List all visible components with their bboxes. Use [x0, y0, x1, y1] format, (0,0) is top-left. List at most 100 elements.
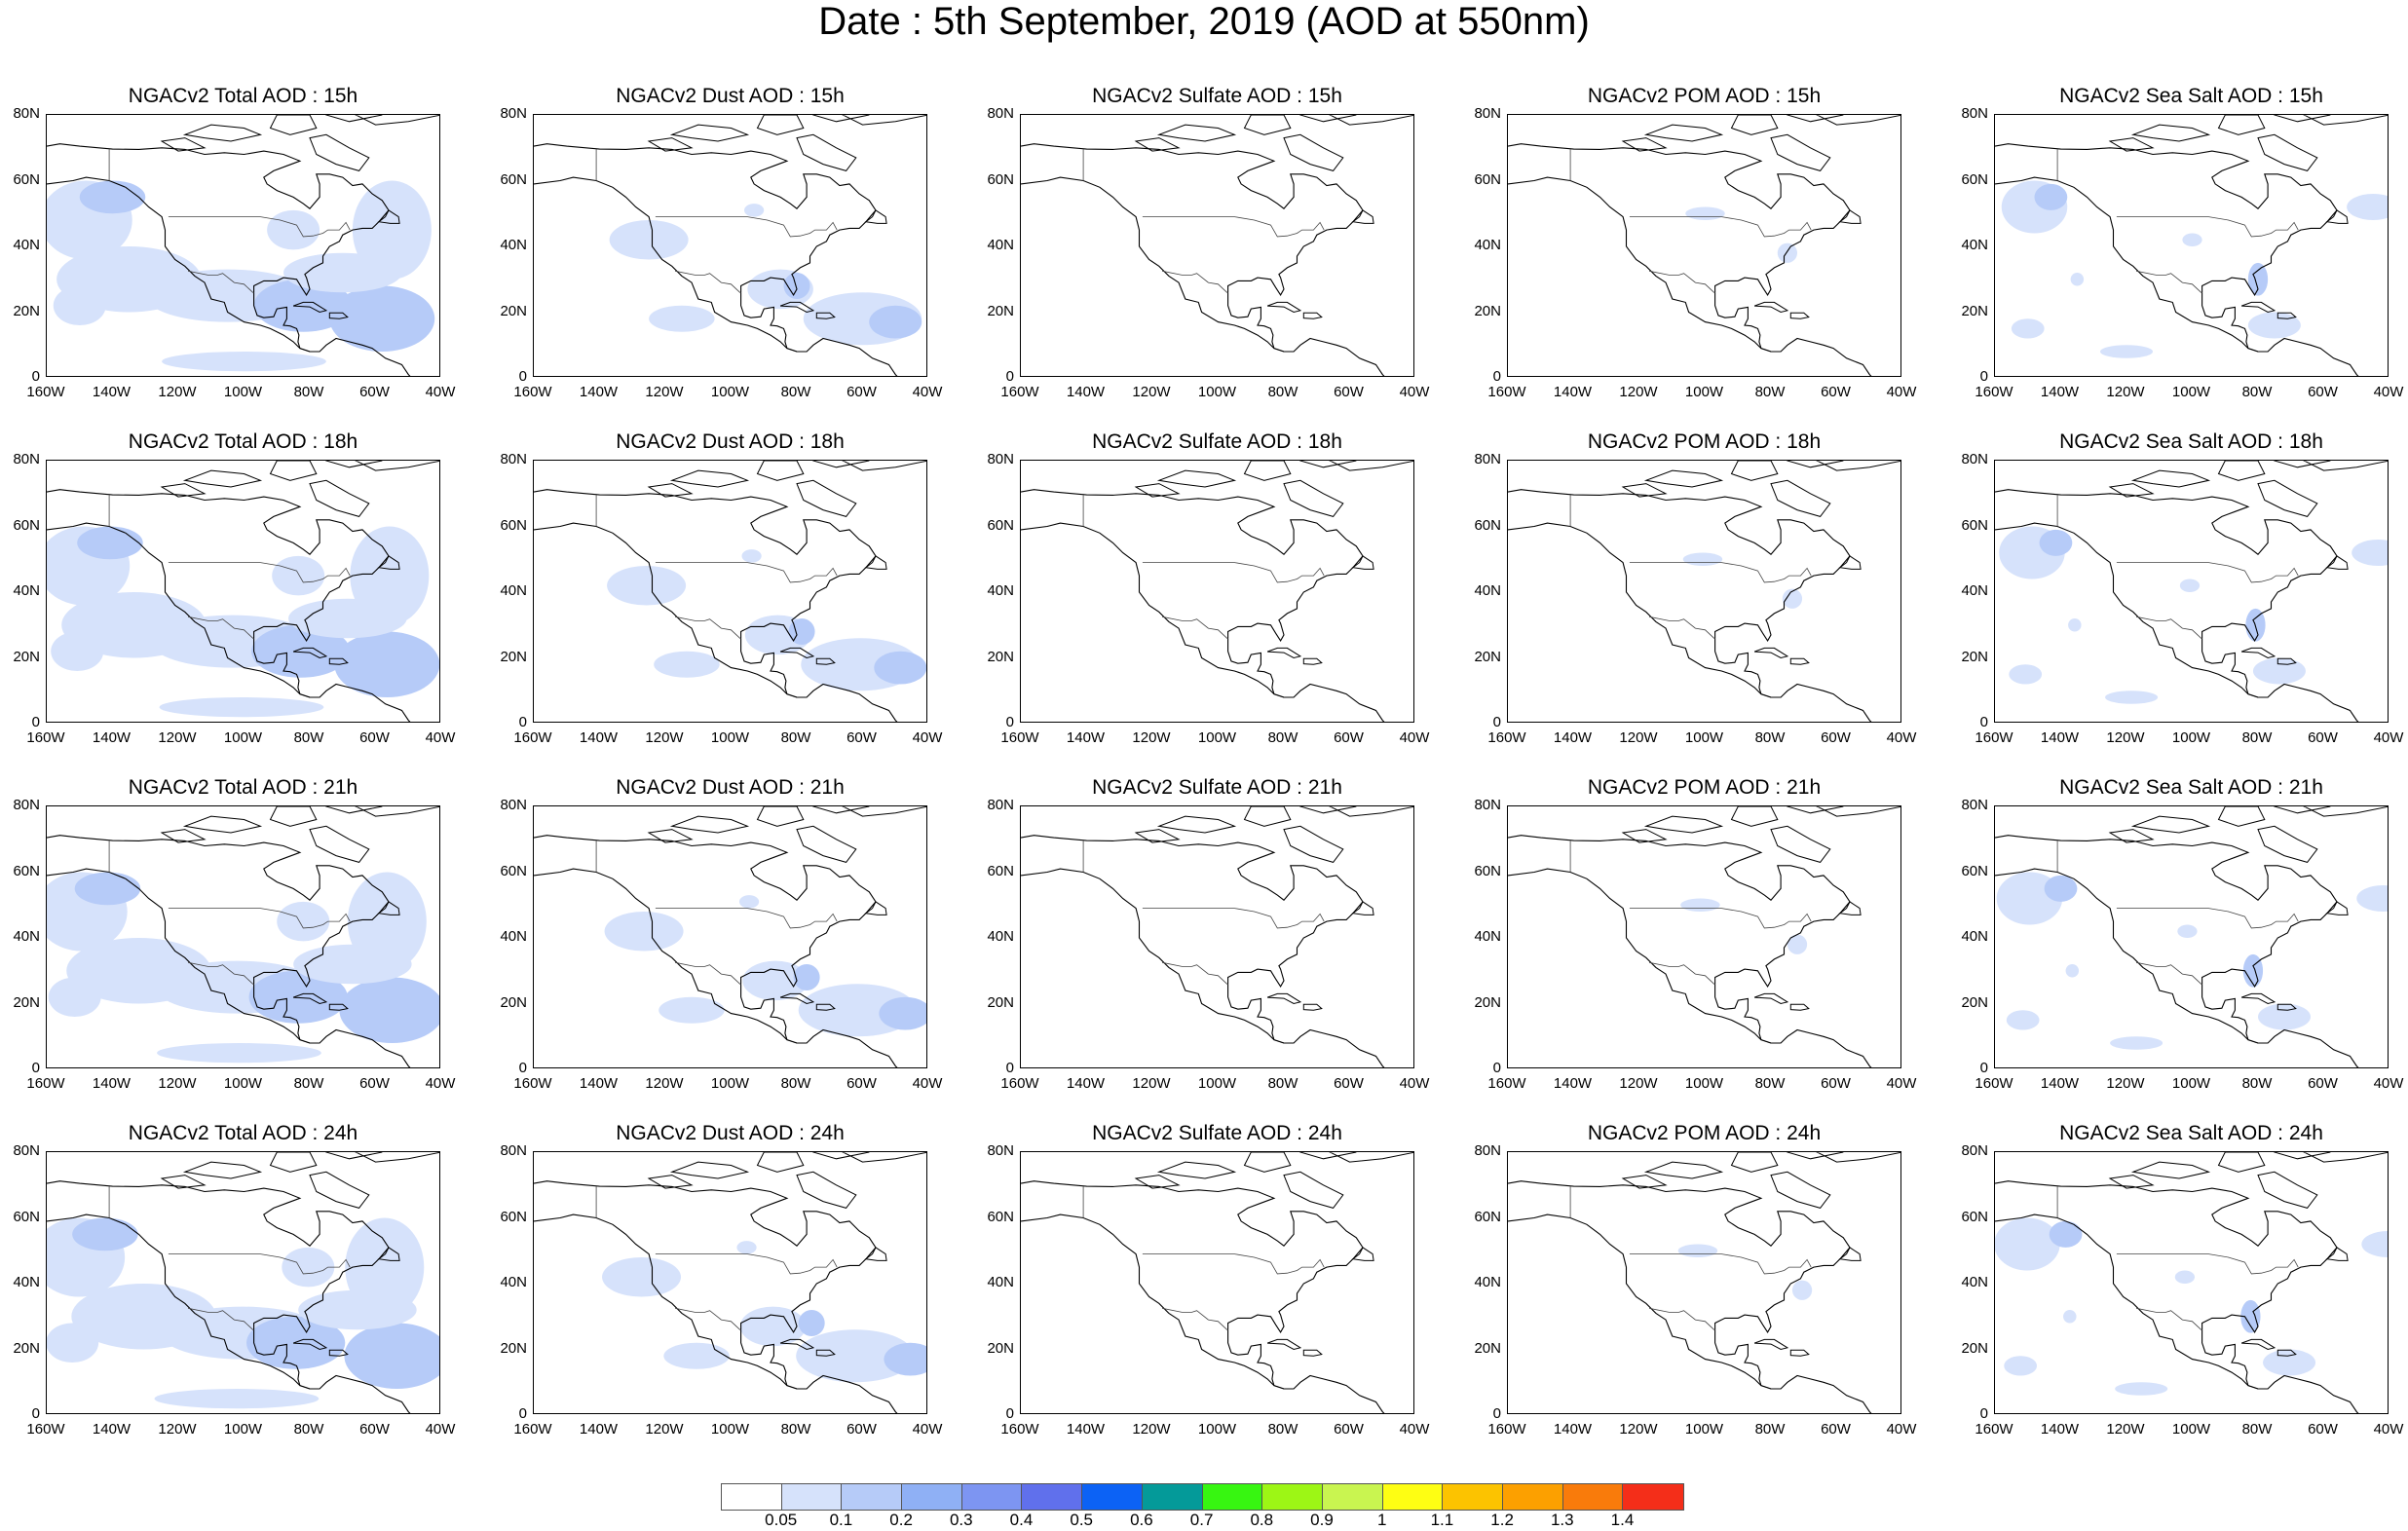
lon-tick-label: 60W: [2308, 1075, 2338, 1092]
country-border: [1629, 1253, 1812, 1275]
lat-tick-label: 60N: [987, 862, 1014, 879]
lon-tick-label: 60W: [1334, 384, 1364, 400]
aerosol-plume: [283, 252, 402, 293]
lat-tick-label: 40N: [1474, 928, 1501, 945]
lat-tick-label: 20N: [1961, 648, 1988, 665]
lon-tick-label: 60W: [2308, 1421, 2338, 1438]
lon-tick-label: 140W: [92, 1075, 132, 1092]
lat-tick-label: 20N: [987, 1339, 1014, 1357]
lat-tick-label: 80N: [987, 1142, 1014, 1159]
lat-tick-label: 40N: [1474, 237, 1501, 253]
island-outline: [1243, 806, 1292, 827]
island-outline: [1302, 657, 1323, 665]
aerosol-plume: [2044, 875, 2078, 902]
country-border: [168, 216, 351, 238]
lon-tick-label: 100W: [2171, 729, 2211, 746]
lat-tick-label: 60N: [1474, 170, 1501, 188]
map-total-aod-1: [46, 460, 440, 723]
island-outline: [2108, 483, 2155, 498]
lat-tick-label: 0: [1492, 1405, 1501, 1422]
coastline: [1508, 176, 1872, 376]
lon-tick-label: 60W: [2308, 729, 2338, 746]
country-border: [168, 562, 351, 583]
lat-tick-label: 40N: [13, 928, 40, 945]
lon-tick-label: 100W: [1197, 1075, 1237, 1092]
island-outline: [1351, 901, 1374, 915]
colorbar-swatch: [1502, 1484, 1563, 1510]
island-outline: [355, 806, 439, 817]
lon-tick-label: 40W: [1399, 384, 1430, 400]
island-outline: [309, 479, 370, 517]
lat-tick-label: 20N: [1474, 993, 1501, 1011]
colorbar-swatch: [1202, 1484, 1263, 1510]
colorbar-swatch: [961, 1484, 1023, 1510]
lon-tick-label: 140W: [1553, 384, 1593, 400]
lon-tick-label: 60W: [359, 1421, 390, 1438]
aerosol-plume: [2247, 262, 2269, 296]
lon-tick-label: 120W: [158, 1075, 197, 1092]
lat-tick-label: 40N: [987, 237, 1014, 253]
aerosol-plume: [2006, 1010, 2040, 1030]
coastline: [47, 1180, 390, 1333]
aerosol-plume: [609, 220, 689, 260]
lon-tick-label: 100W: [710, 1075, 750, 1092]
island-outline: [1787, 806, 1844, 814]
lat-tick-label: 40N: [987, 928, 1014, 945]
lon-tick-label: 40W: [1886, 1421, 1917, 1438]
aerosol-plume: [744, 204, 765, 217]
lat-tick-label: 60N: [987, 516, 1014, 534]
lat-tick-label: 0: [1492, 714, 1501, 730]
island-outline: [2240, 301, 2276, 314]
island-outline: [2325, 209, 2349, 224]
coastline: [47, 1214, 411, 1413]
aerosol-plume: [77, 526, 143, 560]
lon-tick-label: 120W: [1619, 1075, 1658, 1092]
aerosol-plume: [157, 1043, 321, 1064]
map-sulfate-aod-0: [1020, 114, 1414, 377]
lon-tick-label: 140W: [1066, 1421, 1106, 1438]
island-outline: [377, 901, 400, 915]
island-outline: [2130, 815, 2211, 834]
lat-tick-label: 20N: [1474, 648, 1501, 665]
aerosol-plume: [869, 305, 922, 339]
map-svg: [1995, 115, 2388, 376]
lat-tick-label: 60N: [500, 862, 527, 879]
map-pom-aod-0: [1507, 114, 1901, 377]
lon-tick-label: 80W: [2241, 384, 2273, 400]
island-outline: [2108, 829, 2155, 843]
map-svg: [1021, 115, 1413, 376]
coastline: [1021, 143, 1364, 296]
map-dust-aod-2: [533, 805, 927, 1068]
coastline: [47, 176, 411, 376]
coastline: [47, 522, 411, 722]
lon-tick-label: 140W: [1553, 729, 1593, 746]
lon-tick-label: 60W: [1821, 384, 1851, 400]
island-outline: [1816, 806, 1900, 817]
country-border: [2116, 562, 2299, 583]
lon-tick-label: 160W: [1487, 1421, 1526, 1438]
aerosol-plume: [272, 555, 325, 596]
lat-tick-label: 0: [1005, 368, 1014, 385]
island-outline: [1329, 1152, 1413, 1163]
island-outline: [864, 555, 887, 570]
map-svg: [1021, 1152, 1413, 1413]
lon-tick-label: 80W: [780, 729, 811, 746]
lon-tick-label: 40W: [425, 1075, 456, 1092]
country-border: [2116, 1253, 2299, 1275]
country-border: [2136, 616, 2202, 639]
lat-tick-label: 40N: [987, 582, 1014, 599]
island-outline: [1134, 829, 1181, 843]
country-border: [1162, 961, 1228, 985]
island-outline: [377, 209, 400, 224]
aerosol-plume: [602, 1257, 682, 1297]
coastline: [534, 868, 898, 1067]
aerosol-plume: [277, 901, 330, 942]
lon-tick-label: 160W: [1975, 729, 2013, 746]
coastline: [534, 522, 898, 722]
island-outline: [864, 209, 887, 224]
lat-tick-label: 0: [1979, 368, 1988, 385]
map-svg: [1995, 806, 2388, 1067]
map-sulfate-aod-3: [1020, 1151, 1414, 1414]
island-outline: [1351, 209, 1374, 224]
lon-tick-label: 160W: [1000, 729, 1039, 746]
